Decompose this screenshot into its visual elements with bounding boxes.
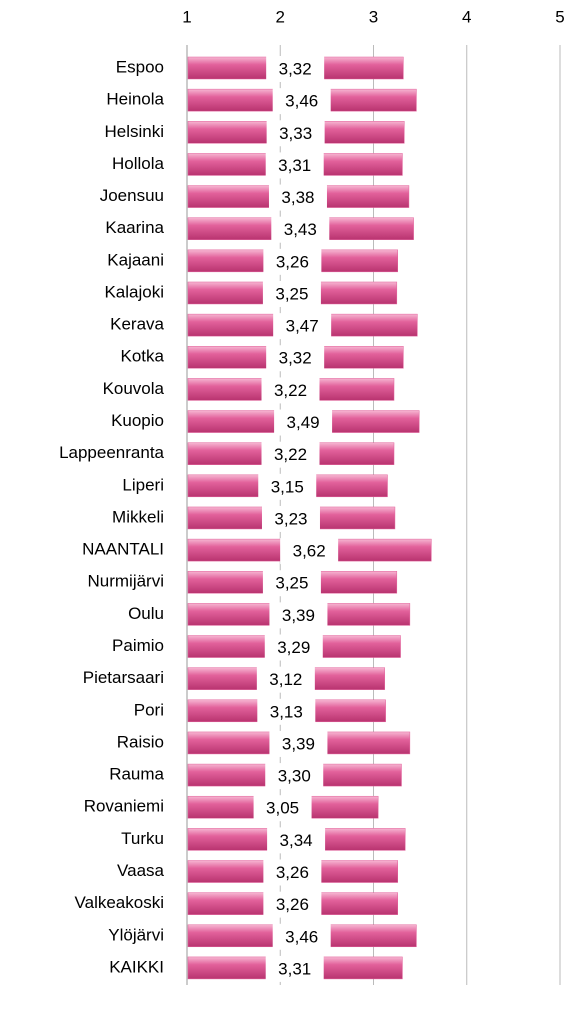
- value-label-box: [265, 152, 324, 179]
- value-label-box: [266, 56, 325, 82]
- y-tick-label: Valkeakoski: [75, 893, 164, 912]
- y-tick-label: Heinola: [106, 90, 164, 109]
- value-label-box: [261, 505, 320, 532]
- value-label-box: [269, 730, 328, 757]
- value-label-box: [262, 570, 321, 597]
- y-tick-label: Rauma: [109, 765, 164, 784]
- y-tick-label: Kaarina: [105, 218, 164, 237]
- value-label-box: [266, 345, 325, 372]
- value-label-box: [256, 666, 315, 693]
- value-label: 3,12: [269, 670, 302, 689]
- value-label-box: [257, 698, 316, 725]
- value-label-box: [261, 377, 320, 404]
- value-label: 3,22: [274, 381, 307, 400]
- x-tick-label: 5: [555, 7, 564, 26]
- y-tick-label: Ylöjärvi: [108, 925, 164, 944]
- value-label-box: [264, 634, 323, 661]
- y-tick-label: Helsinki: [104, 122, 164, 141]
- value-label: 3,32: [279, 59, 312, 78]
- value-label: 3,38: [281, 188, 314, 207]
- y-tick-label: Kouvola: [103, 379, 165, 398]
- y-tick-label: NAANTALI: [82, 540, 164, 559]
- y-tick-label: Espoo: [116, 57, 164, 76]
- value-label: 3,30: [278, 767, 311, 786]
- x-tick-label: 3: [369, 7, 378, 26]
- value-label: 3,23: [274, 509, 307, 528]
- value-label: 3,43: [284, 220, 317, 239]
- value-label: 3,26: [276, 252, 309, 271]
- value-label: 3,33: [279, 124, 312, 143]
- y-tick-label: Lappeenranta: [59, 443, 164, 462]
- value-label: 3,39: [282, 734, 315, 753]
- value-label: 3,46: [285, 927, 318, 946]
- value-label-box: [272, 88, 331, 115]
- value-label: 3,15: [271, 477, 304, 496]
- value-label-box: [263, 859, 322, 886]
- y-tick-label: Kotka: [121, 347, 165, 366]
- y-tick-label: Mikkeli: [112, 507, 164, 526]
- y-tick-label: Raisio: [117, 732, 164, 751]
- y-tick-label: Kalajoki: [104, 282, 164, 301]
- value-label: 3,46: [285, 92, 318, 111]
- value-label-box: [269, 602, 328, 629]
- y-tick-label: Kerava: [110, 315, 164, 334]
- value-label-box: [268, 184, 327, 211]
- value-label: 3,26: [276, 863, 309, 882]
- value-label-box: [263, 248, 322, 275]
- value-label-box: [280, 538, 339, 565]
- value-label: 3,49: [287, 413, 320, 432]
- y-tick-label: Kuopio: [111, 411, 164, 430]
- value-label-box: [265, 763, 324, 790]
- value-label-box: [261, 441, 320, 468]
- value-label: 3,31: [278, 959, 311, 978]
- value-label: 3,32: [279, 349, 312, 368]
- y-tick-label: Pietarsaari: [83, 668, 164, 687]
- y-tick-label: Oulu: [128, 604, 164, 623]
- value-label-box: [263, 891, 322, 918]
- value-label-box: [265, 955, 324, 982]
- y-tick-label: Turku: [121, 829, 164, 848]
- x-tick-label: 4: [462, 7, 471, 26]
- value-label: 3,26: [276, 895, 309, 914]
- y-tick-label: Kajaani: [107, 250, 164, 269]
- x-tick-label: 2: [276, 7, 285, 26]
- value-label: 3,39: [282, 606, 315, 625]
- value-label-box: [271, 216, 330, 243]
- value-label-box: [253, 795, 312, 822]
- value-label-box: [273, 313, 332, 340]
- y-tick-label: Nurmijärvi: [88, 572, 165, 591]
- y-tick-label: Rovaniemi: [84, 797, 164, 816]
- y-tick-label: KAIKKI: [109, 957, 164, 976]
- y-tick-label: Paimio: [112, 636, 164, 655]
- y-tick-label: Pori: [134, 700, 164, 719]
- value-label: 3,62: [293, 542, 326, 561]
- value-label: 3,29: [277, 638, 310, 657]
- value-label: 3,22: [274, 445, 307, 464]
- y-tick-label: Joensuu: [100, 186, 164, 205]
- value-label: 3,31: [278, 156, 311, 175]
- value-label: 3,25: [275, 284, 308, 303]
- y-tick-label: Vaasa: [117, 861, 164, 880]
- y-tick-label: Liperi: [122, 475, 164, 494]
- value-label-box: [267, 827, 326, 854]
- value-label-box: [262, 280, 321, 307]
- value-label-box: [258, 473, 317, 500]
- x-tick-label: 1: [182, 7, 191, 26]
- value-label: 3,05: [266, 799, 299, 818]
- value-label: 3,25: [275, 574, 308, 593]
- value-label: 3,34: [280, 831, 313, 850]
- value-label-box: [272, 923, 331, 950]
- value-label-box: [274, 409, 333, 436]
- value-label: 3,47: [286, 317, 319, 336]
- y-tick-label: Hollola: [112, 154, 165, 173]
- value-label: 3,13: [270, 702, 303, 721]
- value-label-box: [266, 120, 325, 147]
